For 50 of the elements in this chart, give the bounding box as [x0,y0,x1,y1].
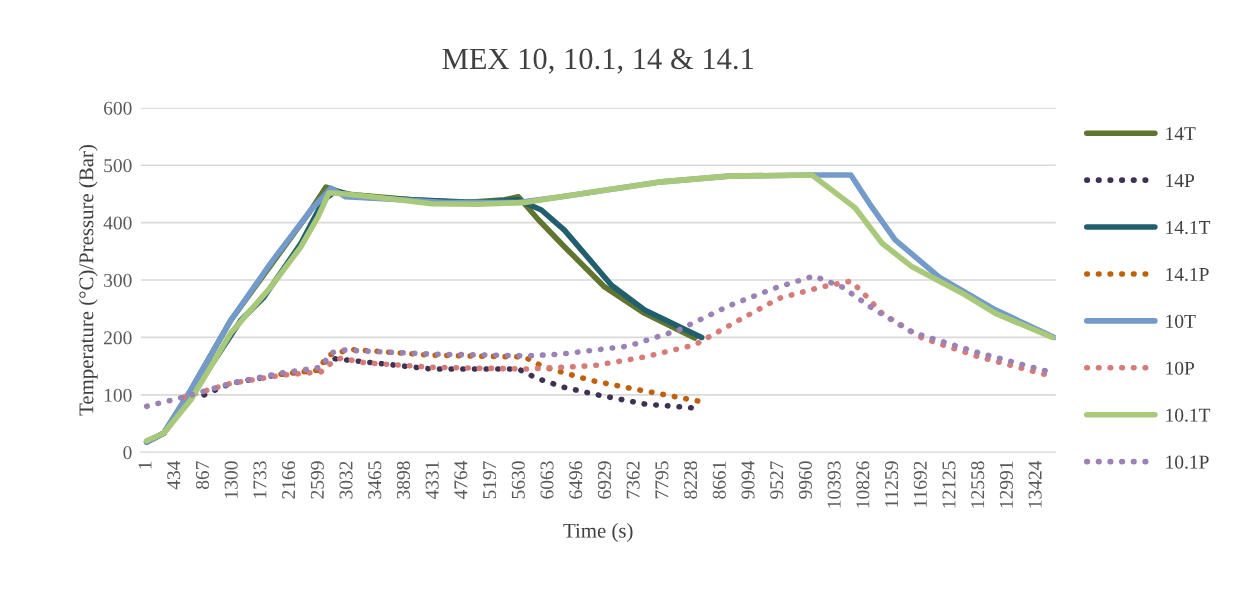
y-tick-label: 400 [103,216,132,230]
x-tick-label: 10826 [856,461,870,508]
x-tick-label: 8228 [683,461,698,499]
legend-label: 14.1P [1166,267,1209,282]
chart-title: MEX 10, 10.1, 14 & 14.1 [442,48,753,74]
x-tick-label: 1300 [224,461,238,498]
x-tick-label: 12125 [942,461,956,508]
x-tick-label: 6929 [597,461,611,499]
x-axis-title: Time (s) [563,523,633,542]
x-tick-label: 9960 [798,461,812,499]
x-tick-label: 5630 [511,461,525,499]
x-tick-label: 8661 [712,461,726,499]
x-tick-label: 10393 [827,461,841,508]
x-tick-label: 1 [138,461,152,469]
x-tick-label: 12991 [999,461,1013,508]
x-tick-label: 5197 [483,461,497,499]
x-tick-label: 13424 [1028,460,1042,508]
x-tick-label: 12558 [971,461,985,508]
x-tick-label: 11259 [885,461,899,507]
legend-label: 14P [1166,174,1195,187]
y-tick-label: 500 [104,159,132,173]
legend-label: 14.1T [1166,221,1211,235]
x-tick-label: 7795 [655,461,669,499]
y-tick-label: 300 [104,273,132,287]
legend-label: 10.1P [1166,455,1209,469]
legend-label: 14T [1166,127,1196,141]
x-tick-label: 434 [167,460,181,490]
x-tick-label: 3465 [368,461,382,499]
y-axis-title: Temperature (°C)/Pressure (Bar) [78,145,98,416]
x-tick-label: 2599 [310,461,324,499]
x-tick-label: 4331 [425,461,439,500]
y-tick-label: 600 [104,101,132,115]
y-tick-label: 0 [123,446,132,460]
x-tick-label: 9527 [770,461,784,499]
x-tick-label: 3898 [396,461,410,499]
x-tick-label: 6496 [569,461,583,499]
x-tick-label: 867 [195,461,210,489]
legend-label: 10.1T [1166,408,1211,422]
y-tick-label: 200 [104,331,132,345]
x-tick-label: 1733 [253,461,267,498]
x-tick-label: 6063 [540,461,554,499]
x-tick-label: 4764 [454,460,468,500]
y-tick-label: 100 [104,388,132,402]
legend-label: 10P [1166,361,1195,375]
x-tick-label: 3032 [339,461,353,499]
x-tick-label: 9094 [741,460,755,499]
x-tick-label: 2166 [282,461,296,499]
legend-label: 10T [1166,314,1196,328]
x-tick-label: 7362 [626,461,640,499]
x-tick-label: 11692 [913,461,927,507]
